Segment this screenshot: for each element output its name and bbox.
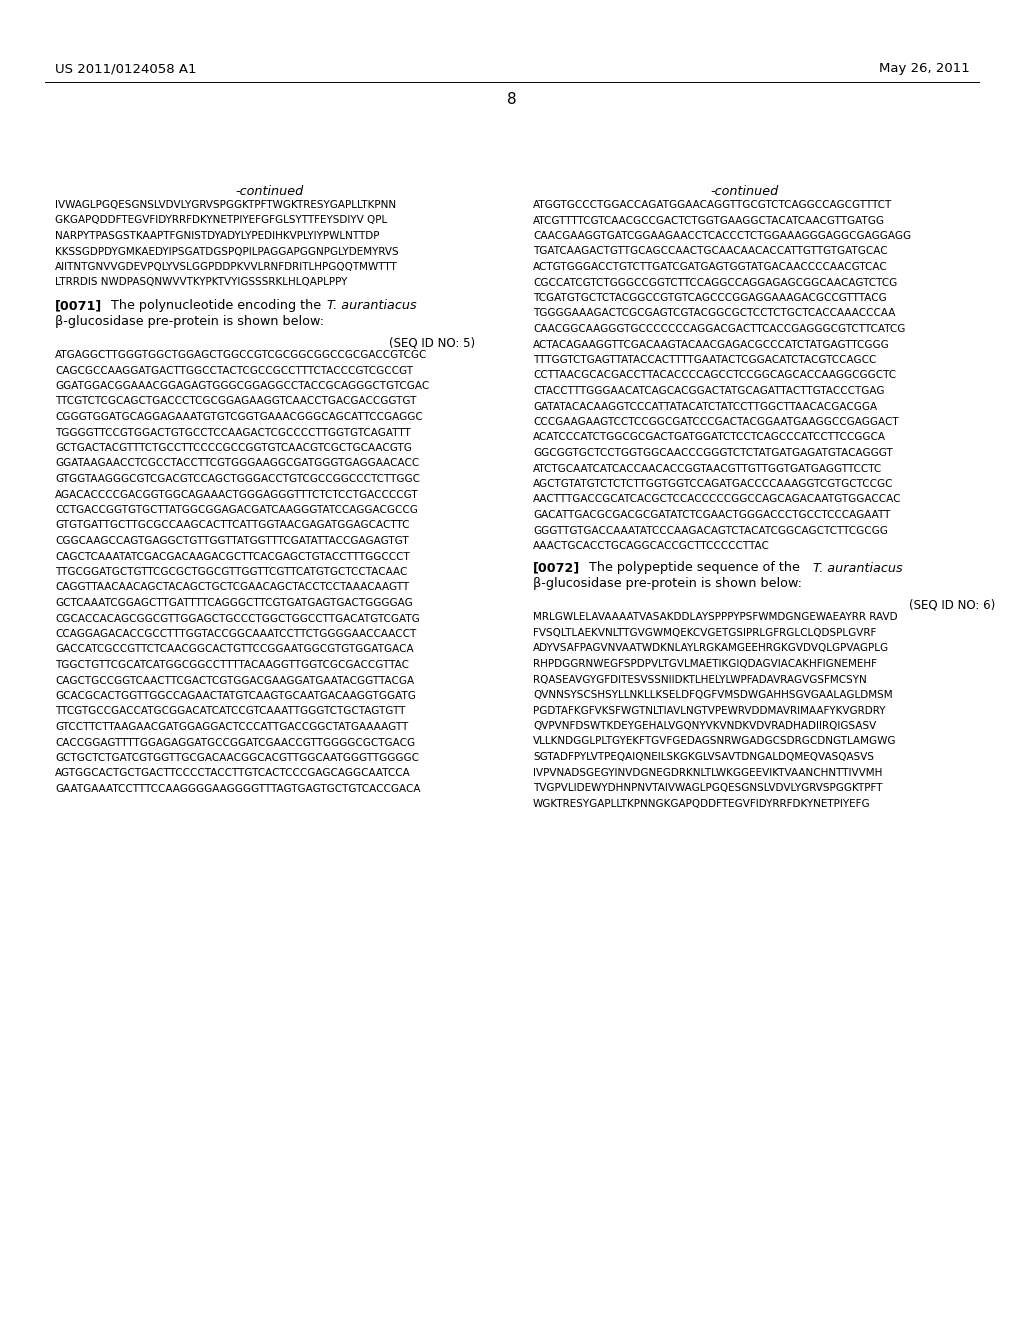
Text: GKGAPQDDFTEGVFIDYRRFDKYNETPIYEFGFGLSYTTFEYSDIYV QPL: GKGAPQDDFTEGVFIDYRRFDKYNETPIYEFGFGLSYTTF…: [55, 215, 387, 226]
Text: ACTGTGGGACCTGTCTTGATCGATGAGTGGTATGACAACCCCAACGTCAC: ACTGTGGGACCTGTCTTGATCGATGAGTGGTATGACAACC…: [534, 261, 888, 272]
Text: CAGCTCAAATATCGACGACAAGACGCTTCACGAGCTGTACCTTTGGCCCT: CAGCTCAAATATCGACGACAAGACGCTTCACGAGCTGTAC…: [55, 552, 410, 561]
Text: The polypeptide sequence of the: The polypeptide sequence of the: [577, 561, 804, 574]
Text: T. aurantiacus: T. aurantiacus: [813, 561, 902, 574]
Text: VLLKNDGGLPLTGYEKFTGVFGEDAGSNRWGADGCSDRGCDNGTLAMGWG: VLLKNDGGLPLTGYEKFTGVFGEDAGSNRWGADGCSDRGC…: [534, 737, 896, 747]
Text: GGGTTGTGACCAAATATCCCAAGACAGTCTACATCGGCAGCTCTTCGCGG: GGGTTGTGACCAAATATCCCAAGACAGTCTACATCGGCAG…: [534, 525, 888, 536]
Text: QVNNSYSCSHSYLLNKLLKSELDFQGFVMSDWGAHHSGVGAALAGLDMSM: QVNNSYSCSHSYLLNKLLKSELDFQGFVMSDWGAHHSGVG…: [534, 690, 893, 700]
Text: AACTTTGACCGCATCACGCTCCACCCCCGGCCAGCAGACAATGTGGACCAC: AACTTTGACCGCATCACGCTCCACCCCCGGCCAGCAGACA…: [534, 495, 901, 504]
Text: β-glucosidase pre-protein is shown below:: β-glucosidase pre-protein is shown below…: [55, 314, 324, 327]
Text: AGCTGTATGTCTCTCTTGGTGGTCCAGATGACCCCAAAGGTCGTGCTCCGC: AGCTGTATGTCTCTCTTGGTGGTCCAGATGACCCCAAAGG…: [534, 479, 894, 488]
Text: GACATTGACGCGACGCGATATCTCGAACTGGGACCCTGCCTCCCAGAATT: GACATTGACGCGACGCGATATCTCGAACTGGGACCCTGCC…: [534, 510, 891, 520]
Text: AGACACCCCGACGGTGGCAGAAACTGGGAGGGTTTCTCTCCTGACCCCGT: AGACACCCCGACGGTGGCAGAAACTGGGAGGGTTTCTCTC…: [55, 490, 419, 499]
Text: US 2011/0124058 A1: US 2011/0124058 A1: [55, 62, 197, 75]
Text: GTGGTAAGGGCGTCGACGTCCAGCTGGGACCTGTCGCCGGCCCTCTTGGC: GTGGTAAGGGCGTCGACGTCCAGCTGGGACCTGTCGCCGG…: [55, 474, 420, 484]
Text: WGKTRESYGAPLLTKPNNGKGAPQDDFTEGVFIDYRRFDKYNETPIYEFG: WGKTRESYGAPLLTKPNNGKGAPQDDFTEGVFIDYRRFDK…: [534, 799, 870, 808]
Text: ATCTGCAATCATCACCAACACCGGTAACGTTGTTGGTGATGAGGTTCCTC: ATCTGCAATCATCACCAACACCGGTAACGTTGTTGGTGAT…: [534, 463, 883, 474]
Text: TTGCGGATGCTGTTCGCGCTGGCGTTGGTTCGTTCATGTGCTCCTACAAC: TTGCGGATGCTGTTCGCGCTGGCGTTGGTTCGTTCATGTG…: [55, 568, 408, 577]
Text: T. aurantiacus: T. aurantiacus: [327, 300, 417, 312]
Text: TGGGGAAAGACTCGCGAGTCGTACGGCGCTCCTCTGCTCACCAAACCCAA: TGGGGAAAGACTCGCGAGTCGTACGGCGCTCCTCTGCTCA…: [534, 309, 895, 318]
Text: GCACGCACTGGTTGGCCAGAACTATGTCAAGTGCAATGACAAGGTGGATG: GCACGCACTGGTTGGCCAGAACTATGTCAAGTGCAATGAC…: [55, 690, 416, 701]
Text: CACCGGAGTTTTGGAGAGGATGCCGGATCGAACCGTTGGGGCGCTGACG: CACCGGAGTTTTGGAGAGGATGCCGGATCGAACCGTTGGG…: [55, 738, 415, 747]
Text: CAACGAAGGTGATCGGAAGAACCTCACCCTCTGGAAAGGGAGGCGAGGAGG: CAACGAAGGTGATCGGAAGAACCTCACCCTCTGGAAAGGG…: [534, 231, 911, 242]
Text: CCAGGAGACACCGCCTTTGGTACCGGCAAATCCTTCTGGGGAACCAACCT: CCAGGAGACACCGCCTTTGGTACCGGCAAATCCTTCTGGG…: [55, 630, 416, 639]
Text: IVWAGLPGQESGNSLVDVLYGRVSPGGKTPFTWGKTRESYGAPLLTKPNN: IVWAGLPGQESGNSLVDVLYGRVSPGGKTPFTWGKTRESY…: [55, 201, 396, 210]
Text: CAGCGCCAAGGATGACTTGGCCTACTCGCCGCCTTTCTACCCGTCGCCGT: CAGCGCCAAGGATGACTTGGCCTACTCGCCGCCTTTCTAC…: [55, 366, 413, 375]
Text: GGATAAGAACCTCGCCTACCTTCGTGGGAAGGCGATGGGTGAGGAACACC: GGATAAGAACCTCGCCTACCTTCGTGGGAAGGCGATGGGT…: [55, 458, 419, 469]
Text: TTCGTGCCGACCATGCGGACATCATCCGTCAAATTGGGTCTGCTAGTGTT: TTCGTGCCGACCATGCGGACATCATCCGTCAAATTGGGTC…: [55, 706, 406, 717]
Text: ACTACAGAAGGTTCGACAAGTACAACGAGACGCCCATCTATGAGTTCGGG: ACTACAGAAGGTTCGACAAGTACAACGAGACGCCCATCTA…: [534, 339, 890, 350]
Text: [0072]: [0072]: [534, 561, 581, 574]
Text: RQASEAVGYGFDITESVSSNIIDKTLHELYLWPFADAVRAGVGSFMCSYN: RQASEAVGYGFDITESVSSNIIDKTLHELYLWPFADAVRA…: [534, 675, 866, 685]
Text: β-glucosidase pre-protein is shown below:: β-glucosidase pre-protein is shown below…: [534, 577, 802, 590]
Text: KKSSGDPDYGMKAEDYIPSGATDGSPQPILPAGGAPGGNPGLYDEMYRVS: KKSSGDPDYGMKAEDYIPSGATDGSPQPILPAGGAPGGNP…: [55, 247, 398, 256]
Text: FVSQLTLAEKVNLTTGVGWMQEKCVGETGSIPRLGFRGLCLQDSPLGVRF: FVSQLTLAEKVNLTTGVGWMQEKCVGETGSIPRLGFRGLC…: [534, 628, 877, 638]
Text: -continued: -continued: [236, 185, 304, 198]
Text: QVPVNFDSWTKDEYGEHALVGQNYVKVNDKVDVRADHADIIRQIGSASV: QVPVNFDSWTKDEYGEHALVGQNYVKVNDKVDVRADHADI…: [534, 721, 877, 731]
Text: GGCGGTGCTCCTGGTGGCAACCCGGGTCTCTATGATGAGATGTACAGGGT: GGCGGTGCTCCTGGTGGCAACCCGGGTCTCTATGATGAGA…: [534, 447, 893, 458]
Text: CCCGAAGAAGTCCTCCGGCGATCCCGACTACGGAATGAAGGCCGAGGACT: CCCGAAGAAGTCCTCCGGCGATCCCGACTACGGAATGAAG…: [534, 417, 899, 426]
Text: GACCATCGCCGTTCTCAACGGCACTGTTCCGGAATGGCGTGTGGATGACA: GACCATCGCCGTTCTCAACGGCACTGTTCCGGAATGGCGT…: [55, 644, 414, 655]
Text: IVPVNADSGEGYINVDGNEGDRKNLTLWKGGEEVIKTVAANCHNTTIVVMH: IVPVNADSGEGYINVDGNEGDRKNLTLWKGGEEVIKTVAA…: [534, 767, 883, 777]
Text: SGTADFPYLVTPEQAIQNEILSKGKGLVSAVTDNGALDQMEQVASQASVS: SGTADFPYLVTPEQAIQNEILSKGKGLVSAVTDNGALDQM…: [534, 752, 874, 762]
Text: TCGATGTGCTCTACGGCCGTGTCAGCCCGGAGGAAAGACGCCGTTTACG: TCGATGTGCTCTACGGCCGTGTCAGCCCGGAGGAAAGACG…: [534, 293, 887, 304]
Text: [0071]: [0071]: [55, 300, 102, 312]
Text: CGGGTGGATGCAGGAGAAATGTGTCGGTGAAACGGGCAGCATTCCGAGGC: CGGGTGGATGCAGGAGAAATGTGTCGGTGAAACGGGCAGC…: [55, 412, 423, 422]
Text: CAGGTTAACAACAGCTACAGCTGCTCGAACAGCTACCTCCTAAACAAGTT: CAGGTTAACAACAGCTACAGCTGCTCGAACAGCTACCTCC…: [55, 582, 410, 593]
Text: (SEQ ID NO: 6): (SEQ ID NO: 6): [908, 598, 995, 611]
Text: CCTGACCGGTGTGCTTATGGCGGAGACGATCAAGGGTATCCAGGACGCCG: CCTGACCGGTGTGCTTATGGCGGAGACGATCAAGGGTATC…: [55, 506, 418, 515]
Text: GGATGGACGGAAACGGAGAGTGGGCGGAGGCCTACCGCAGGGCTGTCGAC: GGATGGACGGAAACGGAGAGTGGGCGGAGGCCTACCGCAG…: [55, 381, 429, 391]
Text: TTTGGTCTGAGTTATACCACTTTTGAATACTCGGACATCTACGTCCAGCC: TTTGGTCTGAGTTATACCACTTTTGAATACTCGGACATCT…: [534, 355, 877, 366]
Text: CGCCATCGTCTGGGCCGGTCTTCCAGGCCAGGAGAGCGGCAACAGTCTCG: CGCCATCGTCTGGGCCGGTCTTCCAGGCCAGGAGAGCGGC…: [534, 277, 897, 288]
Text: 8: 8: [507, 92, 517, 107]
Text: PGDTAFKGFVKSFWGTNLTIAVLNGTVPEWRVDDMAVRIMAAFYKVGRDRY: PGDTAFKGFVKSFWGTNLTIAVLNGTVPEWRVDDMAVRIM…: [534, 705, 886, 715]
Text: GATATACACAAGGTCCCATTATACATCTATCCTTGGCTTAACACGACGGA: GATATACACAAGGTCCCATTATACATCTATCCTTGGCTTA…: [534, 401, 878, 412]
Text: CAGCTGCCGGTCAACTTCGACTCGTGGACGAAGGATGAATACGGTTACGA: CAGCTGCCGGTCAACTTCGACTCGTGGACGAAGGATGAAT…: [55, 676, 414, 685]
Text: May 26, 2011: May 26, 2011: [880, 62, 970, 75]
Text: CAACGGCAAGGGTGCCCCCCCAGGACGACTTCACCGAGGGCGTCTTCATCG: CAACGGCAAGGGTGCCCCCCCAGGACGACTTCACCGAGGG…: [534, 323, 905, 334]
Text: GAATGAAATCCTTTCCAAGGGGAAGGGGTTTAGTGAGTGCTGTCACCGACA: GAATGAAATCCTTTCCAAGGGGAAGGGGTTTAGTGAGTGC…: [55, 784, 421, 795]
Text: GCTGCTCTGATCGTGGTTGCGACAACGGCACGTTGGCAATGGGTTGGGGC: GCTGCTCTGATCGTGGTTGCGACAACGGCACGTTGGCAAT…: [55, 752, 419, 763]
Text: ATCGTTTTCGTCAACGCCGACTCTGGTGAAGGCTACATCAACGTTGATGG: ATCGTTTTCGTCAACGCCGACTCTGGTGAAGGCTACATCA…: [534, 215, 885, 226]
Text: TTCGTCTCGCAGCTGACCCTCGCGGAGAAGGTCAACCTGACGACCGGTGT: TTCGTCTCGCAGCTGACCCTCGCGGAGAAGGTCAACCTGA…: [55, 396, 417, 407]
Text: TGATCAAGACTGTTGCAGCCAACTGCAACAACACCATTGTTGTGATGCAC: TGATCAAGACTGTTGCAGCCAACTGCAACAACACCATTGT…: [534, 247, 888, 256]
Text: ACATCCCATCTGGCGCGACTGATGGATCTCCTCAGCCCATCCTTCCGGCA: ACATCCCATCTGGCGCGACTGATGGATCTCCTCAGCCCAT…: [534, 433, 886, 442]
Text: CGGCAAGCCAGTGAGGCTGTTGGTTATGGTTTCGATATTACCGAGAGTGT: CGGCAAGCCAGTGAGGCTGTTGGTTATGGTTTCGATATTA…: [55, 536, 409, 546]
Text: TGGGGTTCCGTGGACTGTGCCTCCAAGACTCGCCCCTTGGTGTCAGATTT: TGGGGTTCCGTGGACTGTGCCTCCAAGACTCGCCCCTTGG…: [55, 428, 411, 437]
Text: AGTGGCACTGCTGACTTCCCCTACCTTGTCACTCCCGAGCAGGCAATCCA: AGTGGCACTGCTGACTTCCCCTACCTTGTCACTCCCGAGC…: [55, 768, 411, 779]
Text: RHPDGGRNWEGFSPDPVLTGVLMAETIKGIQDAGVIACAKHFIGNEMEHF: RHPDGGRNWEGFSPDPVLTGVLMAETIKGIQDAGVIACAK…: [534, 659, 877, 669]
Text: ATGGTGCCCTGGACCAGATGGAACAGGTTGCGTCTCAGGCCAGCGTTTCT: ATGGTGCCCTGGACCAGATGGAACAGGTTGCGTCTCAGGC…: [534, 201, 892, 210]
Text: (SEQ ID NO: 5): (SEQ ID NO: 5): [389, 337, 475, 348]
Text: GCTGACTACGTTTCTGCCTTCCCCGCCGGTGTCAACGTCGCTGCAACGTG: GCTGACTACGTTTCTGCCTTCCCCGCCGGTGTCAACGTCG…: [55, 444, 412, 453]
Text: CTACCTTTGGGAACATCAGCACGGACTATGCAGATTACTTGTACCCTGAG: CTACCTTTGGGAACATCAGCACGGACTATGCAGATTACTT…: [534, 385, 885, 396]
Text: GTCCTTCTTAAGAACGATGGAGGACTCCCATTGACCGGCTATGAAAAGTT: GTCCTTCTTAAGAACGATGGAGGACTCCCATTGACCGGCT…: [55, 722, 409, 733]
Text: AAACTGCACCTGCAGGCACCGCTTCCCCCTTAC: AAACTGCACCTGCAGGCACCGCTTCCCCCTTAC: [534, 541, 770, 550]
Text: GCTCAAATCGGAGCTTGATTTTCAGGGCTTCGTGATGAGTGACTGGGGAG: GCTCAAATCGGAGCTTGATTTTCAGGGCTTCGTGATGAGT…: [55, 598, 413, 609]
Text: MRLGWLELAVAAAATVASAKDDLAYSPPPYPSFWMDGNGEWAEAYRR RAVD: MRLGWLELAVAAAATVASAKDDLAYSPPPYPSFWMDGNGE…: [534, 612, 898, 623]
Text: NARPYTPASGSTKAAPTFGNISTDYADYLYPEDIHKVPLYIYPWLNTTDP: NARPYTPASGSTKAAPTFGNISTDYADYLYPEDIHKVPLY…: [55, 231, 380, 242]
Text: LTRRDIS NWDPASQNWVVTKYPKTVYIGSSSRKLHLQAPLPPY: LTRRDIS NWDPASQNWVVTKYPKTVYIGSSSRKLHLQAP…: [55, 277, 347, 288]
Text: The polynucleotide encoding the: The polynucleotide encoding the: [99, 300, 326, 312]
Text: GTGTGATTGCTTGCGCCAAGCACTTCATTGGTAACGAGATGGAGCACTTC: GTGTGATTGCTTGCGCCAAGCACTTCATTGGTAACGAGAT…: [55, 520, 410, 531]
Text: CCTTAACGCACGACCTTACACCCCAGCCTCCGGCAGCACCAAGGCGGCTC: CCTTAACGCACGACCTTACACCCCAGCCTCCGGCAGCACC…: [534, 371, 896, 380]
Text: ATGAGGCTTGGGTGGCTGGAGCTGGCCGTCGCGGCGGCCGCGACCGTCGC: ATGAGGCTTGGGTGGCTGGAGCTGGCCGTCGCGGCGGCCG…: [55, 350, 427, 360]
Text: TVGPVLIDEWYDHNPNVTAIVWAGLPGQESGNSLVDVLYGRVSPGGKTPFT: TVGPVLIDEWYDHNPNVTAIVWAGLPGQESGNSLVDVLYG…: [534, 783, 883, 793]
Text: -continued: -continued: [711, 185, 779, 198]
Text: TGGCTGTTCGCATCATGGCGGCCTTTTACAAGGTTGGTCGCGACCGTTAC: TGGCTGTTCGCATCATGGCGGCCTTTTACAAGGTTGGTCG…: [55, 660, 409, 671]
Text: CGCACCACAGCGGCGTTGGAGCTGCCCTGGCTGGCCTTGACATGTCGATG: CGCACCACAGCGGCGTTGGAGCTGCCCTGGCTGGCCTTGA…: [55, 614, 420, 623]
Text: ADYVSAFPAGVNVAATWDKNLAYLRGKAMGEEHRGKGVDVQLGPVAGPLG: ADYVSAFPAGVNVAATWDKNLAYLRGKAMGEEHRGKGVDV…: [534, 644, 889, 653]
Text: AIITNTGNVVGDEVPQLYVSLGGPDDPKVVLRNFDRITLHPGQQTMWTTT: AIITNTGNVVGDEVPQLYVSLGGPDDPKVVLRNFDRITLH…: [55, 261, 397, 272]
